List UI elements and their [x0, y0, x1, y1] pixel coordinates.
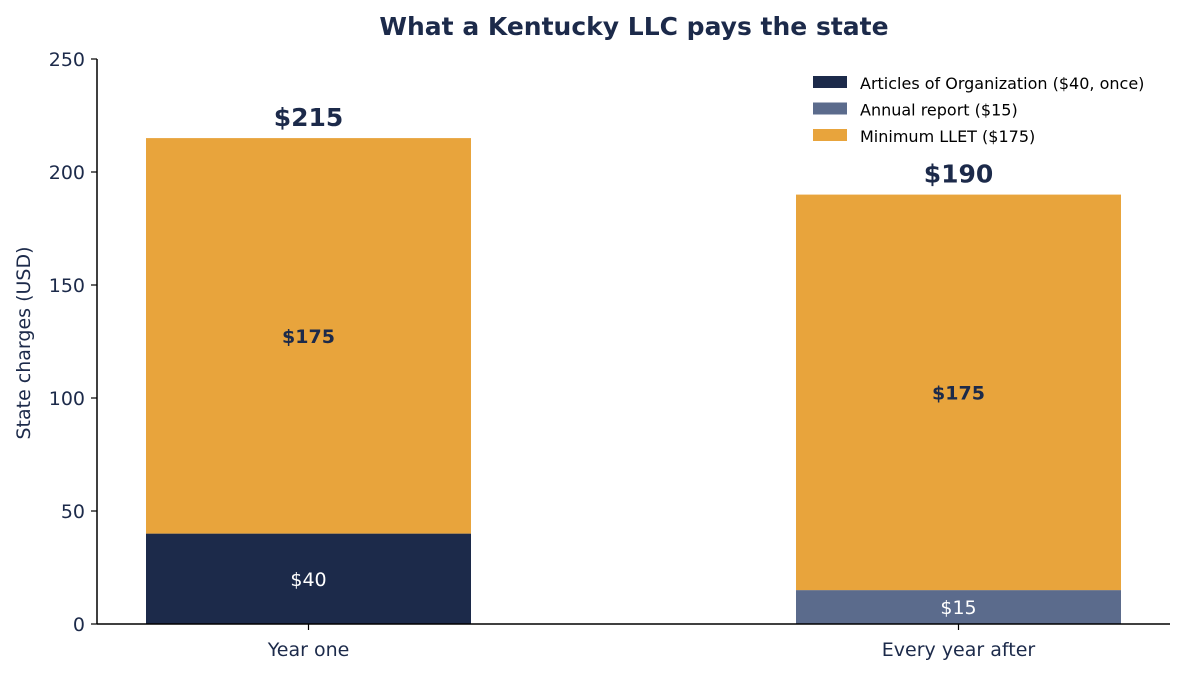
legend-swatch — [813, 76, 847, 88]
bar-segment — [796, 194, 1121, 591]
legend-label: Articles of Organization ($40, once) — [860, 74, 1144, 93]
total-value-label: $215 — [274, 103, 344, 132]
y-tick-label: 100 — [49, 388, 85, 410]
x-tick-label: Year one — [267, 639, 350, 661]
segment-value-label: $15 — [940, 597, 976, 619]
y-tick-label: 150 — [49, 275, 85, 297]
legend-label: Annual report ($15) — [860, 101, 1018, 120]
segment-value-label: $40 — [290, 569, 326, 591]
y-tick-label: 50 — [61, 501, 85, 523]
bar-segment — [146, 138, 471, 534]
segment-value-label: $175 — [282, 326, 335, 348]
legend-label: Minimum LLET ($175) — [860, 127, 1035, 146]
legend-swatch — [813, 129, 847, 141]
legend-swatch — [813, 102, 847, 115]
total-value-label: $190 — [924, 160, 994, 189]
bar-segment — [796, 590, 1121, 624]
legend: Articles of Organization ($40, once) Annu… — [813, 74, 1144, 146]
y-tick-label: 250 — [49, 49, 85, 71]
bar-segment — [146, 533, 471, 624]
x-tick-label: Every year after — [882, 639, 1036, 661]
segment-value-label: $175 — [932, 382, 985, 404]
y-tick-label: 0 — [73, 614, 85, 636]
chart-title: What a Kentucky LLC pays the state — [379, 12, 888, 41]
plot-area: $40 $175 $215 $15 $175 $190 0 50 100 150 200 250 Yea… — [49, 49, 1170, 661]
y-axis-label: State charges (USD) — [13, 246, 35, 439]
y-tick-label: 200 — [49, 162, 85, 184]
